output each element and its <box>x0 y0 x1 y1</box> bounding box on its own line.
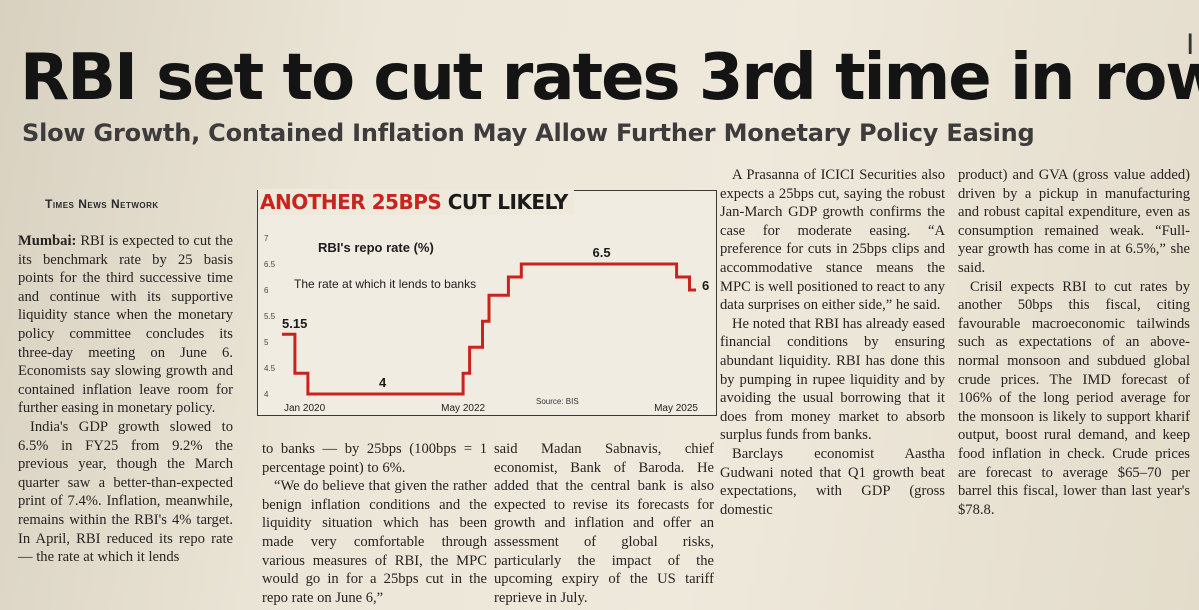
repo-rate-chart: 4 4.5 5 5.5 6 6.5 7 RBI's repo rate (%) The rate… <box>264 234 709 414</box>
y-tick-label: 6.5 <box>264 260 276 269</box>
chart-frame <box>257 190 717 416</box>
paragraph: Barclays economist Aastha Gudwani noted … <box>720 445 945 518</box>
chart-headline: ANOTHER 25BPS CUT LIKELY <box>258 189 574 215</box>
y-tick-label: 5 <box>264 338 269 347</box>
paragraph: to banks — by 25bps (100bps = 1 percenta… <box>262 441 487 476</box>
subheadline: Slow Growth, Contained Inflation May All… <box>22 119 1035 147</box>
x-tick-label: May 2022 <box>441 403 485 414</box>
chart-source: Source: BIS <box>536 397 579 406</box>
paragraph: He noted that RBI has already eased fina… <box>720 315 945 444</box>
headline: RBI set to cut rates 3rd time in row <box>20 41 1199 115</box>
repo-rate-line <box>282 262 696 396</box>
paragraph-text: RBI is expected to cut the its benchmark… <box>18 233 233 417</box>
chart-headline-black: CUT LIKELY <box>441 190 569 214</box>
paragraph: Crisil expects RBI to cut rates by anoth… <box>958 278 1190 518</box>
y-tick-label: 4.5 <box>264 364 276 373</box>
y-tick-label: 5.5 <box>264 312 276 321</box>
y-tick-label: 6 <box>264 286 269 295</box>
chart-headline-red: ANOTHER 25BPS <box>260 190 442 214</box>
article-column-1: Mumbai: RBI is expected to cut the its b… <box>18 232 233 567</box>
data-label: 5.15 <box>282 316 307 331</box>
data-label: 4 <box>379 375 387 390</box>
paragraph: A Prasanna of ICICI Securities also expe… <box>720 167 945 314</box>
dateline: Mumbai: <box>18 233 77 249</box>
adjacent-page-fragment: I <box>1186 28 1195 61</box>
chart-title: RBI's repo rate (%) <box>318 240 434 255</box>
article-column-5: product) and GVA (gross value added) dri… <box>958 166 1190 519</box>
article-column-4: A Prasanna of ICICI Securities also expe… <box>720 166 945 519</box>
y-tick-label: 4 <box>264 390 269 399</box>
paragraph: Mumbai: RBI is expected to cut the its b… <box>18 232 233 418</box>
paragraph: “We do believe that given the rather ben… <box>262 478 487 606</box>
x-tick-label: Jan 2020 <box>284 403 326 414</box>
article-column-3: said Madan Sabnavis, chief economist, Ba… <box>494 440 714 607</box>
data-label: 6 <box>702 278 709 293</box>
data-label: 6.5 <box>593 245 611 260</box>
paragraph: product) and GVA (gross value added) dri… <box>958 167 1190 276</box>
paragraph: said Madan Sabnavis, chief economist, Ba… <box>494 441 714 606</box>
article-column-2: to banks — by 25bps (100bps = 1 percenta… <box>262 440 487 607</box>
y-tick-label: 7 <box>264 234 269 243</box>
byline: Times News Network <box>45 197 159 211</box>
paragraph: India's GDP growth slowed to 6.5% in FY2… <box>18 418 233 566</box>
x-tick-label: May 2025 <box>654 403 698 414</box>
chart-subtitle: The rate at which it lends to banks <box>294 277 476 291</box>
